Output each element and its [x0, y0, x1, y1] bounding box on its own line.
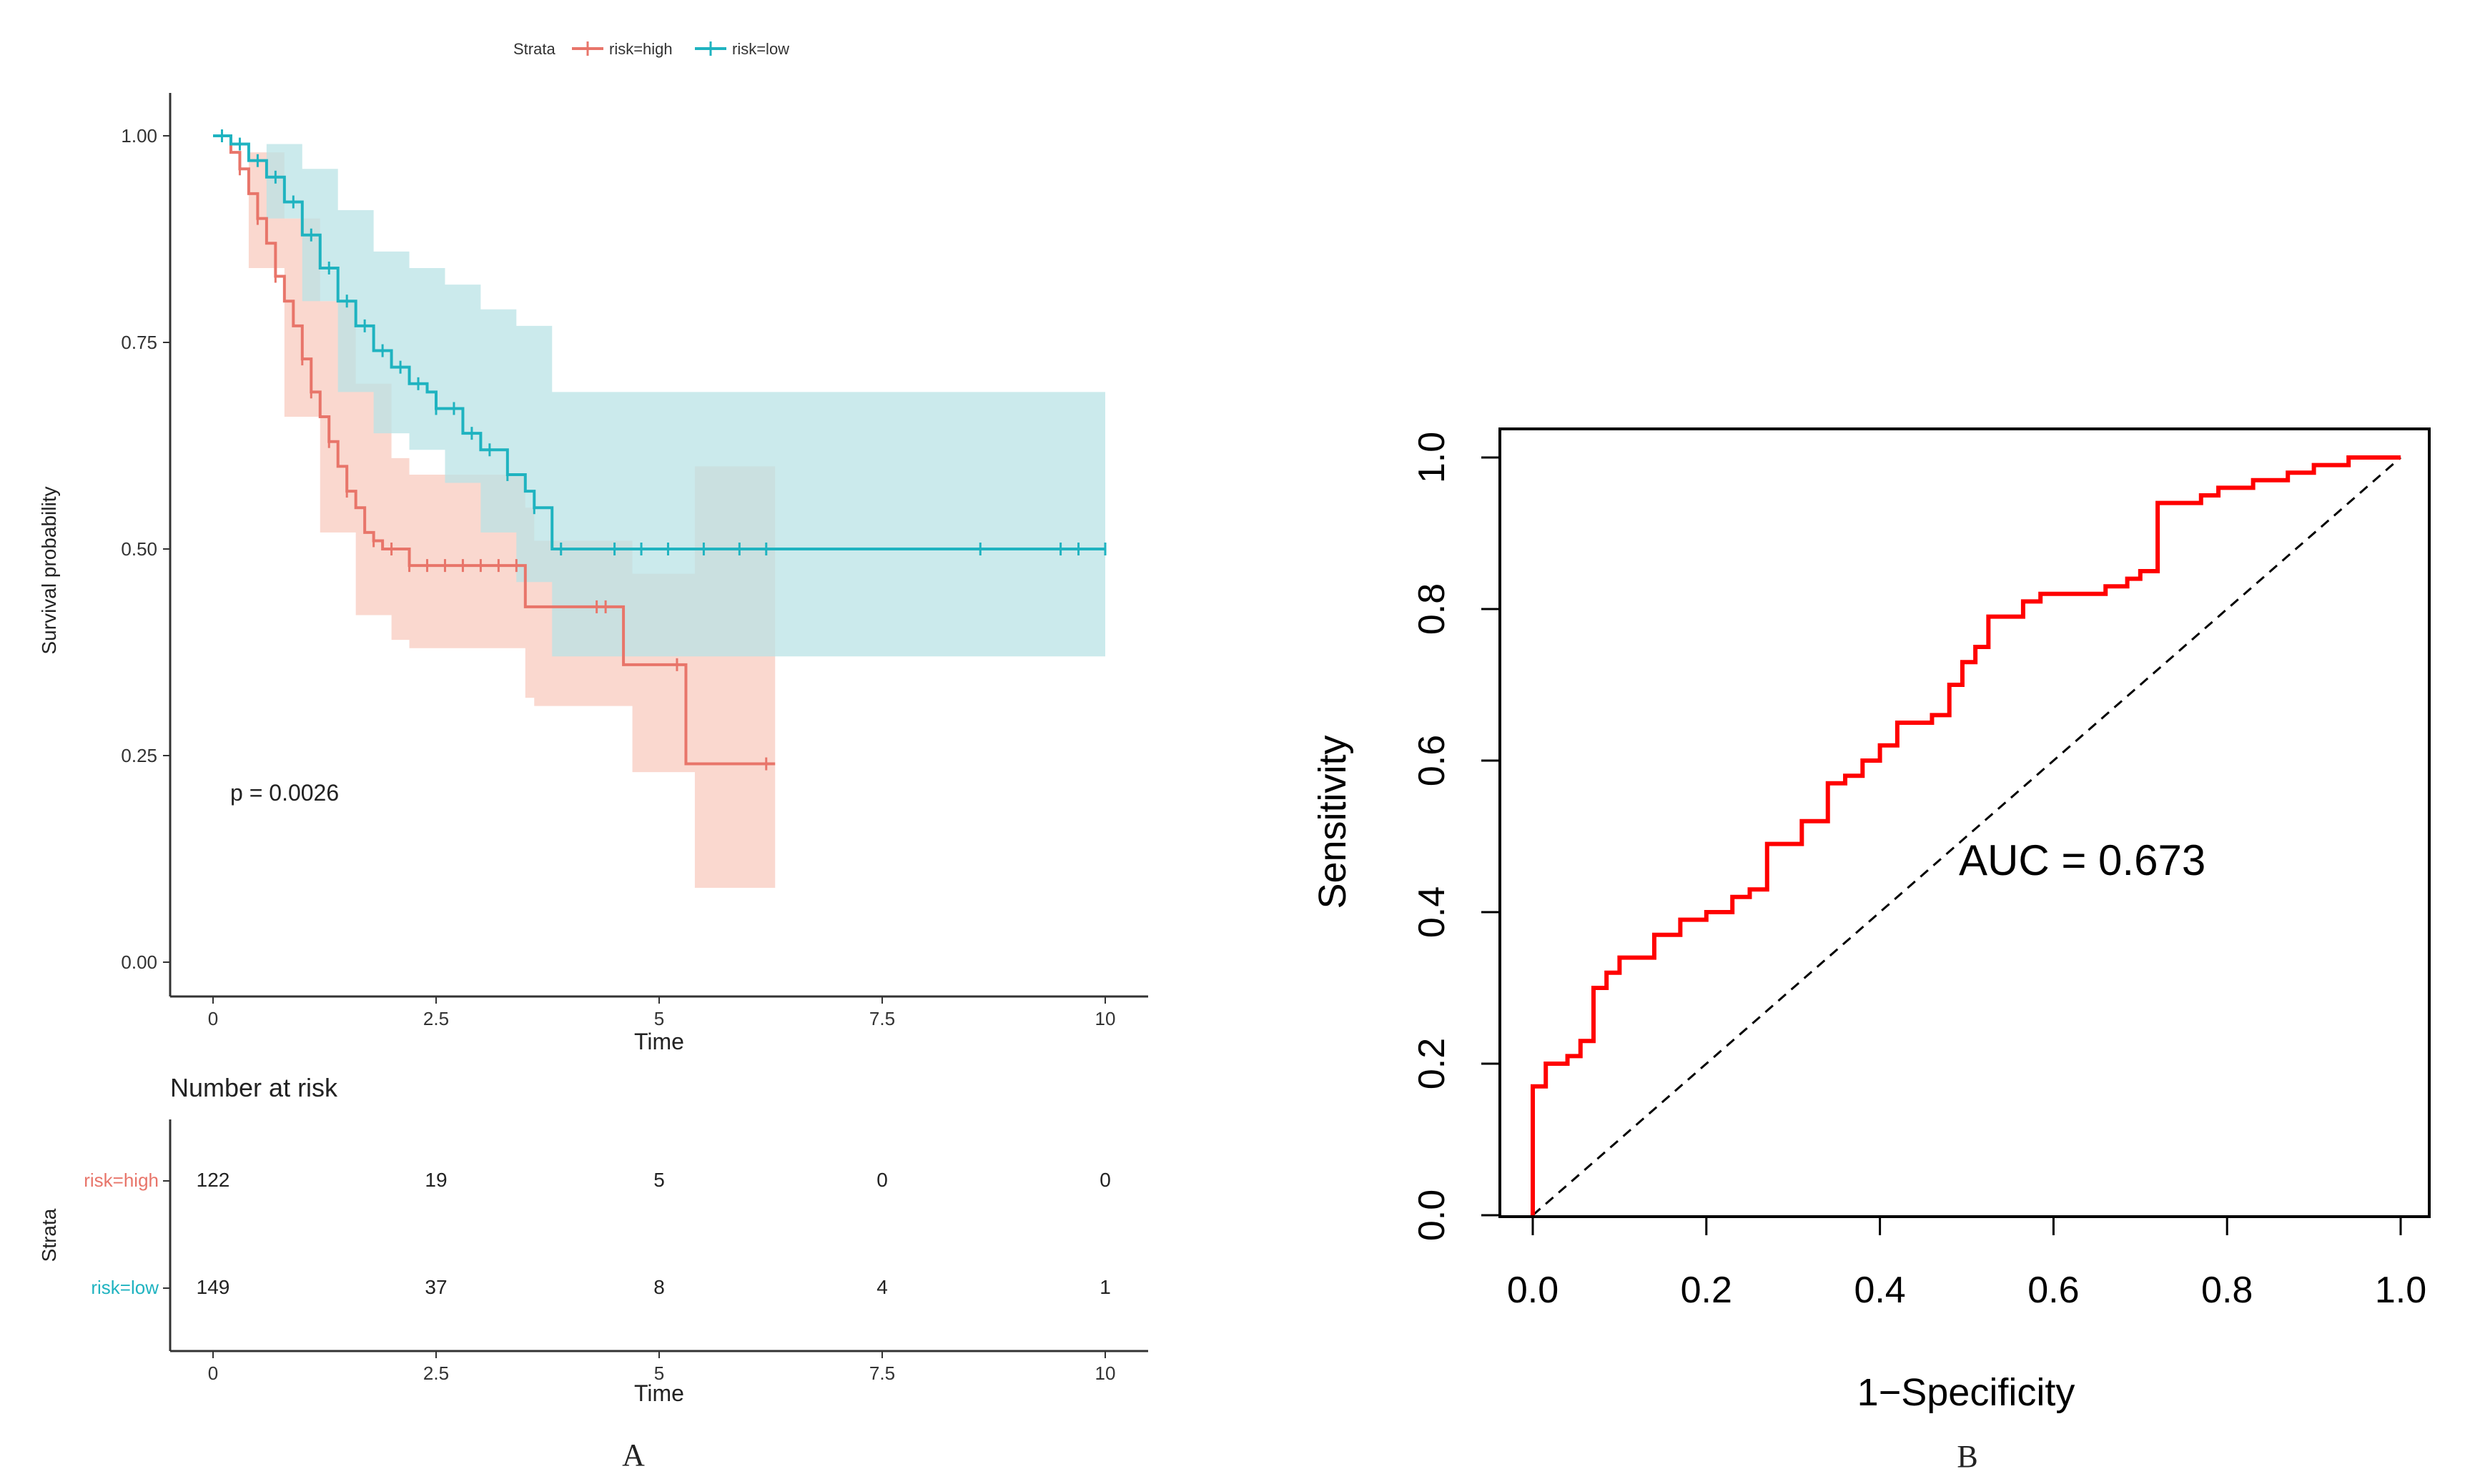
km-y-axis-label: Survival probability — [38, 487, 60, 655]
roc-y-tick-label: 1.0 — [1411, 432, 1453, 483]
km-p-value: p = 0.0026 — [230, 780, 339, 806]
risk-table-title: Number at risk — [170, 1073, 338, 1102]
risk-row-label-high: risk=high — [84, 1169, 159, 1191]
roc-x-tick-label: 0.0 — [1507, 1270, 1558, 1311]
km-panel: Strata risk=high risk=low 0.000.250.500.… — [38, 40, 1148, 1473]
roc-y-tick-label: 0.6 — [1411, 735, 1453, 786]
km-y-tick-label: 0.75 — [121, 332, 157, 353]
roc-auc-label: AUC = 0.673 — [1959, 836, 2205, 884]
risk-count-high-3: 0 — [876, 1169, 888, 1191]
legend-title: Strata — [513, 40, 555, 58]
km-x-tick-label: 2.5 — [423, 1008, 449, 1029]
risk-table-y-label: Strata — [38, 1208, 60, 1262]
roc-curve — [1531, 455, 2401, 1215]
km-curve-high — [213, 134, 776, 766]
risk-row-label-low: risk=low — [91, 1277, 159, 1298]
roc-y-tick-label: 0.2 — [1411, 1038, 1453, 1089]
km-x-tick-label: 5 — [654, 1008, 664, 1029]
roc-y-tick-label: 0.0 — [1411, 1189, 1453, 1241]
roc-x-tick-label: 0.6 — [2027, 1270, 2079, 1311]
risk-table: Number at risk risk=high risk=low Strata… — [38, 1073, 1148, 1406]
risk-count-high-4: 0 — [1100, 1169, 1111, 1191]
risk-table-x-tick-label: 10 — [1095, 1362, 1116, 1384]
risk-count-low-1: 37 — [425, 1276, 447, 1298]
roc-plot-frame — [1498, 427, 2431, 1218]
km-band-low — [213, 136, 1105, 657]
km-y-tick-label: 1.00 — [121, 125, 157, 147]
panel-label-a: A — [622, 1438, 645, 1473]
km-x-axis-label: Time — [634, 1029, 684, 1054]
km-x-tick-label: 10 — [1095, 1008, 1116, 1029]
roc-y-tick-label: 0.8 — [1411, 583, 1453, 635]
risk-count-high-0: 122 — [197, 1169, 230, 1191]
roc-y-ticks: 0.0 0.2 0.4 0.6 0.8 1.0 — [1411, 432, 1500, 1241]
km-confidence-bands — [213, 136, 1105, 888]
roc-x-tick-label: 0.2 — [1681, 1270, 1732, 1311]
km-legend: Strata risk=high risk=low — [513, 40, 789, 58]
legend-label-high: risk=high — [609, 40, 673, 58]
risk-table-x-tick-label: 7.5 — [869, 1362, 895, 1384]
roc-y-tick-label: 0.4 — [1411, 886, 1453, 938]
risk-count-high-1: 19 — [425, 1169, 447, 1191]
panel-label-b: B — [1957, 1439, 1977, 1474]
legend-label-low: risk=low — [732, 40, 789, 58]
risk-count-low-4: 1 — [1100, 1276, 1111, 1298]
km-y-ticks: 0.00 0.25 0.50 0.75 1.00 — [121, 125, 170, 973]
risk-count-high-2: 5 — [653, 1169, 665, 1191]
risk-table-x-label: Time — [634, 1380, 684, 1406]
roc-x-ticks: 0.0 0.2 0.4 0.6 0.8 1.0 — [1507, 1217, 2426, 1311]
roc-panel: 0.0 0.2 0.4 0.6 0.8 1.0 0.0 0.2 0.4 0.6 0.8 1.0 AU… — [1311, 427, 2431, 1474]
risk-count-low-0: 149 — [197, 1276, 230, 1298]
risk-table-x-tick-label: 2.5 — [423, 1362, 449, 1384]
risk-count-low-2: 8 — [653, 1276, 665, 1298]
km-x-tick-label: 7.5 — [869, 1008, 895, 1029]
roc-x-tick-label: 1.0 — [2375, 1270, 2426, 1311]
km-y-tick-label: 0.00 — [121, 951, 157, 973]
risk-table-x-tick-label: 0 — [208, 1362, 218, 1384]
km-y-tick-label: 0.25 — [121, 745, 157, 766]
roc-y-axis-label: Sensitivity — [1311, 735, 1354, 909]
risk-table-x-ticks: 0 2.5 5 7.5 10 — [208, 1351, 1116, 1384]
km-censor-marks — [220, 129, 1107, 771]
risk-count-low-3: 4 — [876, 1276, 888, 1298]
risk-table-x-tick-label: 5 — [654, 1362, 664, 1384]
roc-x-tick-label: 0.8 — [2201, 1270, 2253, 1311]
km-x-ticks: 0 2.5 5 7.5 10 — [208, 996, 1116, 1029]
roc-x-tick-label: 0.4 — [1854, 1270, 1905, 1311]
km-y-tick-label: 0.50 — [121, 538, 157, 560]
km-x-tick-label: 0 — [208, 1008, 218, 1029]
roc-reference-line — [1532, 456, 2401, 1217]
roc-x-axis-label: 1−Specificity — [1857, 1371, 2075, 1414]
